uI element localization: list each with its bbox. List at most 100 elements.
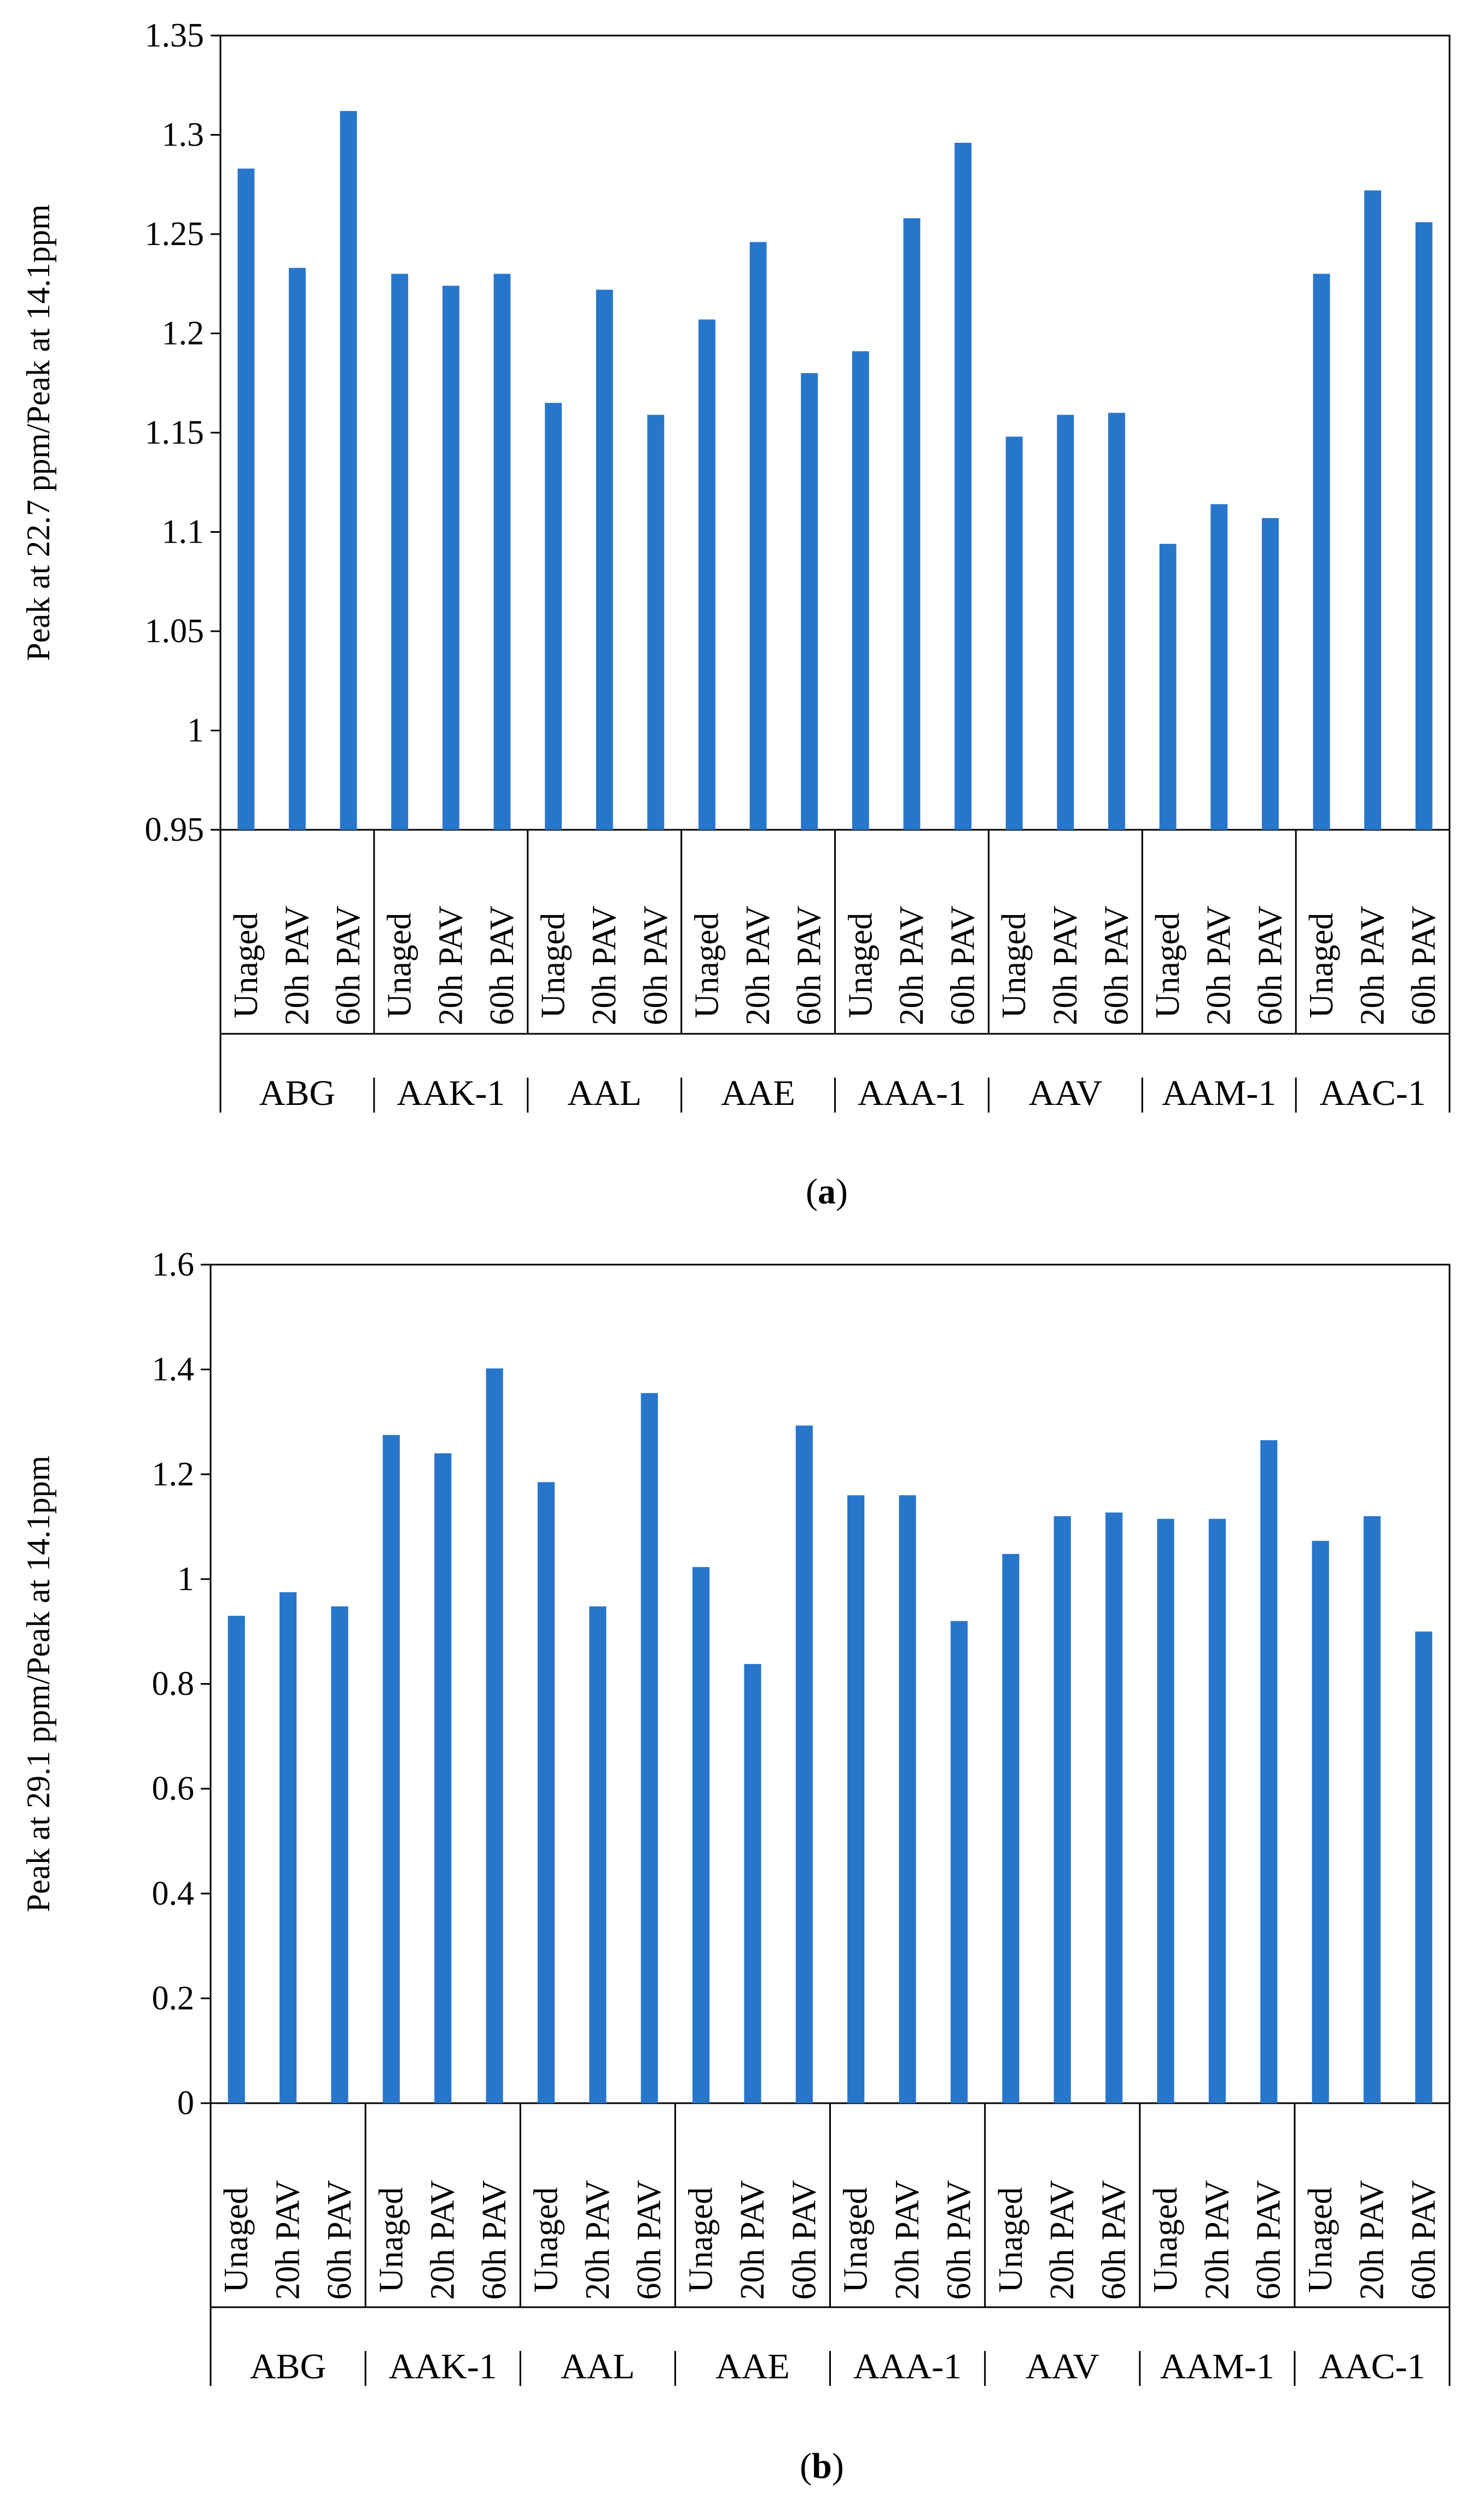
category-label: Unaged — [1149, 913, 1186, 1018]
group-label-AAV: AAV — [1026, 2347, 1099, 2387]
group-label-AAC-1: AAC-1 — [1319, 1073, 1425, 1113]
category-label: Unaged — [1147, 2187, 1184, 2293]
category-label: 20h PAV — [1047, 905, 1084, 1025]
y-tick-label: 1.6 — [152, 1246, 195, 1283]
group-label-ABG: ABG — [250, 2347, 326, 2387]
bar-AAC-1-60h-PAV — [1415, 1631, 1433, 2103]
bar-AAL-Unaged — [537, 1482, 555, 2103]
category-label: Unaged — [996, 913, 1033, 1018]
category-label: 20h PAV — [893, 905, 930, 1025]
panel-letter: a — [818, 1172, 836, 1212]
panel-letter: b — [812, 2446, 832, 2486]
bar-AAE-20h-PAV — [749, 242, 767, 830]
bar-AAV-20h-PAV — [1054, 1516, 1071, 2103]
category-label: 60h PAV — [945, 905, 982, 1025]
bar-AAL-20h-PAV — [596, 289, 613, 830]
bar-AAL-Unaged — [545, 403, 562, 830]
category-label: Unaged — [842, 913, 879, 1018]
bar-AAM-1-Unaged — [1157, 1518, 1174, 2103]
category-label: 60h PAV — [1405, 905, 1442, 1025]
bar-AAV-60h-PAV — [1105, 1512, 1123, 2103]
category-label: 60h PAV — [637, 905, 674, 1025]
bar-AAK-1-Unaged — [382, 1435, 400, 2103]
category-label: 20h PAV — [1201, 905, 1238, 1025]
bar-AAE-20h-PAV — [744, 1664, 761, 2103]
bar-AAK-1-60h-PAV — [493, 273, 511, 830]
y-tick-label: 0.2 — [152, 1980, 195, 2017]
category-label: 60h PAV — [484, 905, 521, 1025]
y-tick-label: 0.95 — [145, 811, 205, 848]
bar-ABG-Unaged — [237, 168, 255, 830]
category-label: 20h PAV — [278, 905, 316, 1025]
y-tick-label: 0.6 — [152, 1770, 195, 1807]
bar-AAL-60h-PAV — [641, 1393, 658, 2103]
group-label-AAL: AAL — [561, 2347, 635, 2387]
bar-AAM-1-Unaged — [1159, 544, 1177, 830]
bar-AAL-60h-PAV — [647, 415, 665, 830]
bar-AAL-20h-PAV — [589, 1606, 607, 2103]
bar-AAK-1-20h-PAV — [442, 286, 459, 830]
category-label: 60h PAV — [1405, 2180, 1442, 2300]
bar-AAE-Unaged — [698, 319, 715, 830]
category-label: Unaged — [1303, 913, 1340, 1018]
y-tick-label: 1.2 — [162, 315, 205, 352]
category-label: 20h PAV — [432, 905, 469, 1025]
category-label: 60h PAV — [631, 2180, 668, 2300]
category-label: Unaged — [228, 913, 265, 1018]
category-label: 20h PAV — [270, 2180, 307, 2300]
chart-panel-b: 0 0.2 0.4 0.6 0.8 1 1.2 1.4 1.6 Peak at 29.1 ppm/… — [20, 1246, 1451, 2486]
bar-AAC-1-20h-PAV — [1364, 190, 1382, 830]
y-tick-label: 1.25 — [145, 216, 205, 253]
y-tick-label: 1.3 — [162, 117, 205, 154]
bar-AAK-1-20h-PAV — [434, 1453, 452, 2103]
category-label: Unaged — [837, 2187, 875, 2293]
group-label-AAA-1: AAA-1 — [858, 1073, 966, 1113]
bar-AAM-1-20h-PAV — [1208, 1518, 1226, 2103]
category-label: 60h PAV — [1250, 2180, 1288, 2300]
bar-AAM-1-60h-PAV — [1261, 518, 1279, 830]
bar-AAM-1-20h-PAV — [1211, 504, 1228, 830]
y-axis-title: Peak at 29.1 ppm/Peak at 14.1ppm — [20, 1456, 56, 1912]
category-label: 20h PAV — [1354, 905, 1392, 1025]
bar-AAC-1-20h-PAV — [1363, 1516, 1381, 2103]
y-tick-label: 1.05 — [145, 613, 205, 650]
group-label-AAV: AAV — [1029, 1073, 1102, 1113]
bar-AAK-1-Unaged — [391, 273, 409, 830]
group-label-AAE: AAE — [715, 2347, 790, 2387]
category-label: 20h PAV — [1198, 2180, 1236, 2300]
group-label-AAA-1: AAA-1 — [853, 2347, 962, 2387]
bar-AAE-60h-PAV — [801, 373, 818, 830]
y-axis-title: Peak at 22.7 ppm/Peak at 14.1ppm — [20, 205, 56, 661]
category-label: 20h PAV — [740, 905, 777, 1025]
group-label-AAM-1: AAM-1 — [1160, 2347, 1275, 2387]
y-tick-label: 1 — [187, 712, 204, 749]
bar-ABG-20h-PAV — [288, 267, 306, 830]
bar-AAC-1-60h-PAV — [1415, 222, 1433, 830]
bar-AAA-1-Unaged — [852, 351, 869, 830]
category-label: 20h PAV — [1044, 2180, 1081, 2300]
category-label: 20h PAV — [579, 2180, 616, 2300]
bar-AAC-1-Unaged — [1313, 273, 1330, 830]
category-label: 20h PAV — [1353, 2180, 1390, 2300]
category-label: 60h PAV — [1252, 905, 1289, 1025]
bar-AAA-1-20h-PAV — [899, 1495, 916, 2103]
y-tick-label: 1.15 — [145, 414, 205, 451]
y-tick-label: 0.4 — [152, 1875, 195, 1912]
category-label: Unaged — [527, 2187, 564, 2293]
panel-label: (a) — [806, 1172, 848, 1212]
bar-AAE-Unaged — [692, 1567, 710, 2103]
bar-AAA-1-Unaged — [847, 1495, 865, 2103]
category-label: Unaged — [688, 913, 725, 1018]
category-label: 20h PAV — [889, 2180, 926, 2300]
category-label: 60h PAV — [321, 2180, 358, 2300]
bar-AAK-1-60h-PAV — [486, 1368, 503, 2103]
category-label: Unaged — [683, 2187, 720, 2293]
bar-AAM-1-60h-PAV — [1260, 1440, 1278, 2103]
y-tick-label: 1.2 — [152, 1456, 195, 1493]
y-tick-label: 0.8 — [152, 1666, 195, 1703]
group-label-AAM-1: AAM-1 — [1162, 1073, 1276, 1113]
category-label: 20h PAV — [734, 2180, 771, 2300]
category-label: Unaged — [218, 2187, 255, 2293]
group-label-AAL: AAL — [567, 1073, 642, 1113]
bar-ABG-60h-PAV — [331, 1606, 348, 2103]
